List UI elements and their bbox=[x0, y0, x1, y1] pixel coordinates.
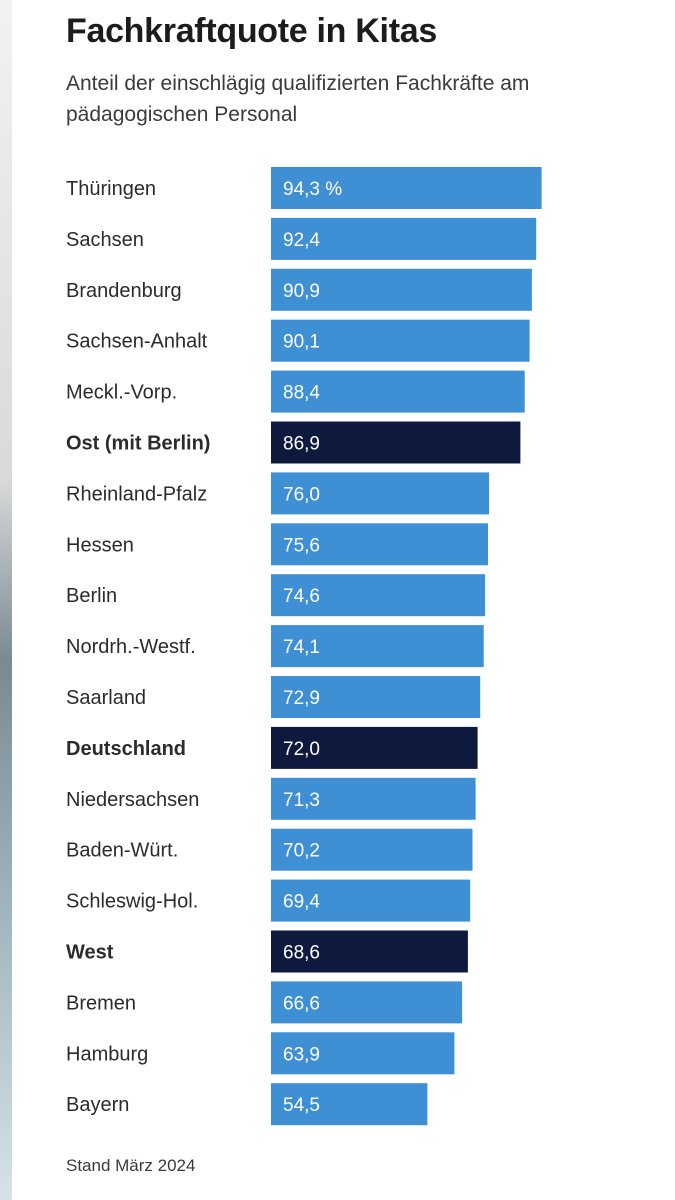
bar-ost-mit-berlin bbox=[271, 421, 521, 464]
category-label-berlin: Berlin bbox=[66, 585, 117, 607]
photo-edge-strip bbox=[0, 0, 12, 1200]
value-label-sachsen: 92,4 bbox=[283, 230, 320, 251]
value-label-schleswig-hol: 69,4 bbox=[283, 892, 320, 913]
value-label-bremen: 66,6 bbox=[283, 993, 320, 1014]
category-label-west: West bbox=[66, 942, 114, 964]
value-label-thüringen: 94,3 % bbox=[283, 179, 342, 200]
bar-sachsen-anhalt bbox=[271, 319, 530, 362]
bar-baden-würt bbox=[271, 828, 473, 871]
bar-saarland bbox=[271, 676, 481, 718]
category-label-sachsen-anhalt: Sachsen-Anhalt bbox=[66, 331, 208, 353]
bar-sachsen bbox=[271, 217, 537, 260]
bar-meckl-vorp bbox=[271, 370, 525, 413]
bar-brandenburg bbox=[271, 268, 532, 311]
bar-thüringen bbox=[271, 167, 542, 209]
bar-berlin bbox=[271, 574, 486, 617]
value-label-meckl-vorp: 88,4 bbox=[283, 383, 320, 404]
category-label-baden-würt: Baden-Würt. bbox=[66, 840, 178, 862]
bar-deutschland bbox=[271, 726, 478, 769]
category-label-bremen: Bremen bbox=[66, 992, 136, 1014]
bar-west bbox=[271, 930, 468, 973]
category-label-hessen: Hessen bbox=[66, 534, 134, 556]
value-label-niedersachsen: 71,3 bbox=[283, 790, 320, 811]
value-label-deutschland: 72,0 bbox=[283, 739, 320, 760]
bar-hessen bbox=[271, 523, 488, 566]
value-label-baden-würt: 70,2 bbox=[283, 841, 320, 862]
category-label-deutschland: Deutschland bbox=[66, 738, 186, 760]
value-label-berlin: 74,6 bbox=[283, 586, 320, 607]
category-label-saarland: Saarland bbox=[66, 687, 146, 709]
category-label-nordrh-westf: Nordrh.-Westf. bbox=[66, 636, 196, 658]
value-label-hessen: 75,6 bbox=[283, 535, 320, 556]
value-label-ost-mit-berlin: 86,9 bbox=[283, 434, 320, 455]
value-label-brandenburg: 90,9 bbox=[283, 281, 320, 302]
category-label-brandenburg: Brandenburg bbox=[66, 280, 182, 302]
value-label-west: 68,6 bbox=[283, 943, 320, 964]
bar-nordrh-westf bbox=[271, 625, 484, 668]
value-label-saarland: 72,9 bbox=[283, 688, 320, 709]
bar-hamburg bbox=[271, 1032, 455, 1075]
bar-niedersachsen bbox=[271, 777, 476, 820]
category-label-rheinland-pfalz: Rheinland-Pfalz bbox=[66, 483, 207, 505]
category-label-meckl-vorp: Meckl.-Vorp. bbox=[66, 382, 177, 404]
bar-rheinland-pfalz bbox=[271, 472, 490, 515]
bar-bayern bbox=[271, 1083, 428, 1126]
category-label-bayern: Bayern bbox=[66, 1094, 129, 1116]
bar-schleswig-hol bbox=[271, 879, 471, 922]
value-label-sachsen-anhalt: 90,1 bbox=[283, 332, 320, 353]
category-label-thüringen: Thüringen bbox=[66, 178, 156, 200]
category-label-sachsen: Sachsen bbox=[66, 229, 144, 251]
value-label-nordrh-westf: 74,1 bbox=[283, 637, 320, 658]
chart-title: Fachkraftquote in Kitas bbox=[66, 12, 437, 50]
category-label-schleswig-hol: Schleswig-Hol. bbox=[66, 891, 198, 913]
bar-bremen bbox=[271, 981, 463, 1024]
chart-subtitle: Anteil der einschlägig qualifizierten Fa… bbox=[66, 72, 530, 126]
value-label-rheinland-pfalz: 76,0 bbox=[283, 484, 320, 505]
category-label-ost-mit-berlin: Ost (mit Berlin) bbox=[66, 433, 210, 455]
category-label-hamburg: Hamburg bbox=[66, 1043, 148, 1065]
value-label-bayern: 54,5 bbox=[283, 1095, 320, 1116]
value-label-hamburg: 63,9 bbox=[283, 1044, 320, 1065]
footnote-source-date: Stand März 2024 bbox=[66, 1156, 196, 1175]
category-label-niedersachsen: Niedersachsen bbox=[66, 789, 199, 811]
